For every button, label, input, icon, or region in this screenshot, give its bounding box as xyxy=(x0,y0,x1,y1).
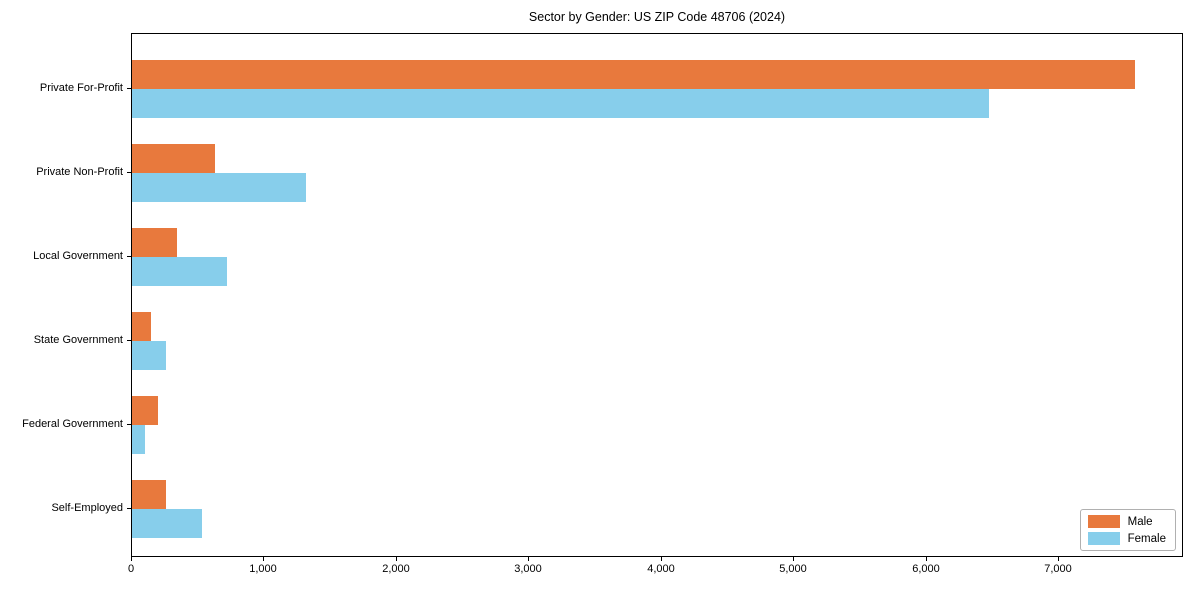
bar-male xyxy=(132,396,158,425)
x-axis-tick xyxy=(661,557,662,561)
bar-male xyxy=(132,60,1135,89)
x-axis-tick-label: 1,000 xyxy=(249,563,277,575)
legend-swatch-male xyxy=(1087,515,1120,528)
y-axis-tick xyxy=(127,424,131,425)
bar-female xyxy=(132,173,306,202)
x-axis-tick-label: 6,000 xyxy=(912,563,940,575)
legend: Male Female xyxy=(1079,509,1176,551)
plot-area: Male Female xyxy=(131,33,1183,557)
y-axis-tick xyxy=(127,88,131,89)
legend-label-male: Male xyxy=(1127,515,1153,528)
x-axis-tick xyxy=(1058,557,1059,561)
x-axis-tick-label: 2,000 xyxy=(382,563,410,575)
bar-female xyxy=(132,509,202,538)
legend-label-female: Female xyxy=(1127,532,1166,545)
y-axis-category-label: Private Non-Profit xyxy=(36,166,123,178)
y-axis-category-label: State Government xyxy=(33,334,123,346)
y-axis-tick xyxy=(127,508,131,509)
x-axis-tick xyxy=(528,557,529,561)
bar-female xyxy=(132,89,989,118)
legend-swatch-female xyxy=(1087,532,1120,545)
x-axis-tick xyxy=(926,557,927,561)
x-axis-tick-label: 5,000 xyxy=(779,563,807,575)
bar-female xyxy=(132,257,227,286)
chart-title: Sector by Gender: US ZIP Code 48706 (202… xyxy=(528,10,786,24)
bar-male xyxy=(132,228,177,257)
x-axis-tick-label: 0 xyxy=(127,563,135,575)
x-axis-tick-label: 7,000 xyxy=(1044,563,1072,575)
bar-male xyxy=(132,480,166,509)
y-axis-category-label: Local Government xyxy=(33,250,123,262)
bar-male xyxy=(132,312,151,341)
bar-male xyxy=(132,144,215,173)
x-axis-tick xyxy=(131,557,132,561)
legend-entry-male: Male xyxy=(1087,515,1166,528)
y-axis-tick xyxy=(127,256,131,257)
x-axis-tick-label: 3,000 xyxy=(514,563,542,575)
y-axis-tick xyxy=(127,172,131,173)
y-axis-tick xyxy=(127,340,131,341)
y-axis-category-label: Private For-Profit xyxy=(39,82,123,94)
y-axis-category-label: Self-Employed xyxy=(51,502,123,514)
x-axis-tick xyxy=(793,557,794,561)
bar-female xyxy=(132,425,145,454)
bar-female xyxy=(132,341,166,370)
x-axis-tick xyxy=(263,557,264,561)
legend-entry-female: Female xyxy=(1087,532,1166,545)
y-axis-category-label: Federal Government xyxy=(22,418,123,430)
x-axis-tick xyxy=(396,557,397,561)
x-axis-tick-label: 4,000 xyxy=(647,563,675,575)
